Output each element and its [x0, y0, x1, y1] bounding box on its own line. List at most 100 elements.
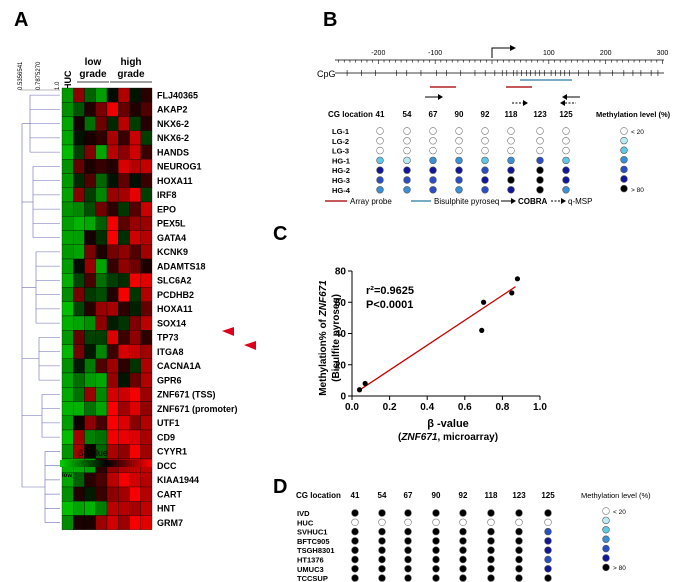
- heatmap-cell: [129, 116, 141, 131]
- heatmap-cell: [140, 401, 153, 416]
- heatmap-cell: [129, 330, 141, 345]
- heatmap-cell: [140, 330, 153, 345]
- gene-label: PEX5L: [157, 219, 186, 229]
- cg-location-label: CG location: [328, 110, 373, 119]
- methylation-dot: [487, 555, 495, 564]
- heatmap-cell: [140, 358, 153, 374]
- heatmap-cell: [106, 372, 119, 388]
- methylation-dot: [544, 546, 552, 554]
- heatmap-cell: [106, 429, 119, 445]
- heatmap-cell: [84, 372, 96, 388]
- heatmap-cell: [129, 87, 141, 103]
- heatmap-cell: [129, 102, 141, 117]
- heatmap-cell: [106, 301, 119, 317]
- heatmap-cell: [61, 429, 74, 445]
- methylation-dot: [459, 527, 467, 536]
- heatmap-cell: [84, 401, 96, 416]
- beta-legend-title: β-value: [78, 448, 108, 458]
- heatmap-cell: [118, 87, 130, 103]
- methylation-dot: [404, 555, 412, 564]
- heatmap-cell: [84, 472, 96, 488]
- heatmap-cell: [106, 102, 119, 117]
- heatmap-cell: [140, 387, 153, 402]
- heatmap-cell: [84, 116, 96, 131]
- legend-dot: [602, 563, 610, 572]
- methylation-dot: [562, 146, 570, 155]
- y-tick-label: 20: [335, 360, 347, 371]
- gene-label: CART: [157, 489, 182, 499]
- heatmap-cell: [95, 130, 108, 146]
- methylation-dot: [544, 527, 552, 536]
- dendrogram: [21, 94, 60, 523]
- gene-label: ZNF671 (TSS): [157, 390, 216, 400]
- heatmap-cell: [118, 287, 130, 302]
- heatmap-cell: [140, 130, 153, 146]
- heatmap-cell: [84, 486, 96, 502]
- heatmap-cell: [95, 216, 108, 231]
- gene-label: DCC: [157, 461, 177, 471]
- methylation-dot: [432, 555, 440, 564]
- heatmap-cell: [140, 444, 153, 459]
- methylation-dot: [507, 146, 515, 155]
- sample-label: HUC: [297, 518, 314, 527]
- heatmap-cell: [118, 116, 130, 131]
- heatmap-cell: [129, 344, 141, 359]
- legend-dot: [620, 165, 628, 174]
- methylation-dot: [432, 574, 440, 582]
- methylation-legend: < 20 > 80: [620, 127, 644, 194]
- heatmap-cell: [84, 244, 96, 260]
- key-array-label: Array probe: [350, 197, 392, 206]
- gene-label: GPR6: [157, 375, 182, 385]
- heatmap-cell: [95, 201, 108, 217]
- methylation-dot: [403, 137, 411, 145]
- heatmap-cell: [106, 287, 119, 302]
- heatmap-cell: [106, 116, 119, 131]
- heatmap-cell: [73, 515, 85, 530]
- heatmap-cell: [95, 501, 108, 516]
- legend-dot: [620, 184, 628, 193]
- heatmap-cell: [129, 501, 141, 516]
- heatmap-cell: [61, 216, 74, 231]
- methylation-dot: [376, 137, 384, 145]
- methylation-dot: [487, 546, 495, 554]
- heatmap-cell: [140, 201, 153, 217]
- col-group-huc: HUC: [63, 70, 73, 90]
- sample-label: LG-2: [332, 137, 349, 146]
- heatmap-cell: [61, 230, 74, 245]
- heatmap-cell: [129, 144, 141, 160]
- heatmap-cell: [118, 444, 130, 459]
- heatmap-cell: [118, 230, 130, 245]
- gene-label: HNT: [157, 504, 176, 514]
- heatmap-cell: [140, 102, 153, 117]
- cg-position-label: 54: [403, 110, 412, 119]
- heatmap-cell: [118, 401, 130, 416]
- axis-tick-label: 100: [543, 50, 555, 57]
- cg-position-label: 118: [505, 110, 518, 119]
- heatmap-cell: [140, 515, 153, 530]
- panel-c: 0.0 0.2 0.4 0.6 0.8 1.0 0 20 40 60 80 r²=0.9625 P<…: [318, 267, 547, 444]
- heatmap-cell: [73, 130, 85, 146]
- axis-tick-label: -200: [371, 50, 385, 57]
- heatmap-cell: [73, 501, 85, 516]
- heatmap-cell: [106, 358, 119, 374]
- methylation-dot: [378, 527, 386, 536]
- heatmap-cell: [106, 315, 119, 331]
- heatmap-cell: [84, 330, 96, 345]
- heatmap-cell: [73, 344, 85, 359]
- heatmap-cell: [95, 401, 108, 416]
- methylation-dot: [455, 156, 463, 165]
- key-qmsp-icon: [561, 198, 566, 204]
- heatmap-cell: [73, 258, 85, 274]
- methylation-dot: [376, 186, 384, 194]
- heatmap-cell: [129, 244, 141, 260]
- cg-position-label: 41: [376, 110, 385, 119]
- heatmap-cell: [84, 315, 96, 331]
- heatmap-cell: [106, 401, 119, 416]
- heatmap-cell: [118, 301, 130, 317]
- cg-location-label-d: CG location: [296, 491, 341, 500]
- heatmap-cell: [118, 244, 130, 260]
- heatmap-cell: [95, 429, 108, 445]
- x-axis-title-2: (ZNF671, microarray): [398, 432, 498, 443]
- heatmap-cell: [84, 144, 96, 160]
- methylation-dot: [403, 166, 411, 174]
